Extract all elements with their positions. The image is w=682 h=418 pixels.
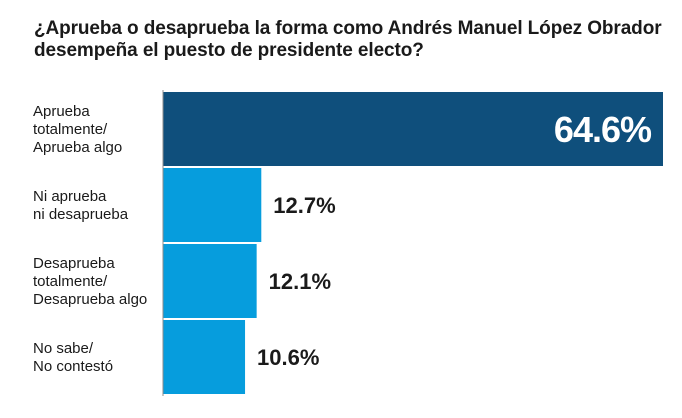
category-label-1-line-2: totalmente/ [33, 121, 108, 138]
bar-3 [163, 244, 257, 318]
value-label-1: 64.6% [554, 109, 652, 150]
bar-2 [163, 168, 262, 242]
chart-title-line-2: desempeña el puesto de presidente electo… [34, 40, 424, 61]
value-label-3: 12.1% [269, 269, 331, 294]
category-label-4-line-1: No sabe/ [33, 340, 94, 357]
bar-1 [163, 92, 663, 166]
category-label-3-line-3: Desaprueba algo [33, 291, 147, 308]
category-label-1-line-3: Aprueba algo [33, 139, 122, 156]
value-label-2: 12.7% [273, 193, 335, 218]
bar-4 [163, 320, 246, 394]
chart-title: ¿Aprueba o desaprueba la forma como Andr… [34, 18, 674, 62]
category-label-2-line-2: ni desaprueba [33, 206, 129, 223]
category-label-2-line-1: Ni aprueba [33, 188, 107, 205]
category-label-4-line-2: No contestó [33, 358, 113, 375]
category-label-1-line-1: Aprueba [33, 103, 90, 120]
value-label-4: 10.6% [257, 345, 319, 370]
chart-title-line-1: ¿Aprueba o desaprueba la forma como Andr… [34, 18, 662, 39]
category-label-3-line-2: totalmente/ [33, 273, 108, 290]
category-label-3-line-1: Desaprueba [33, 255, 115, 272]
